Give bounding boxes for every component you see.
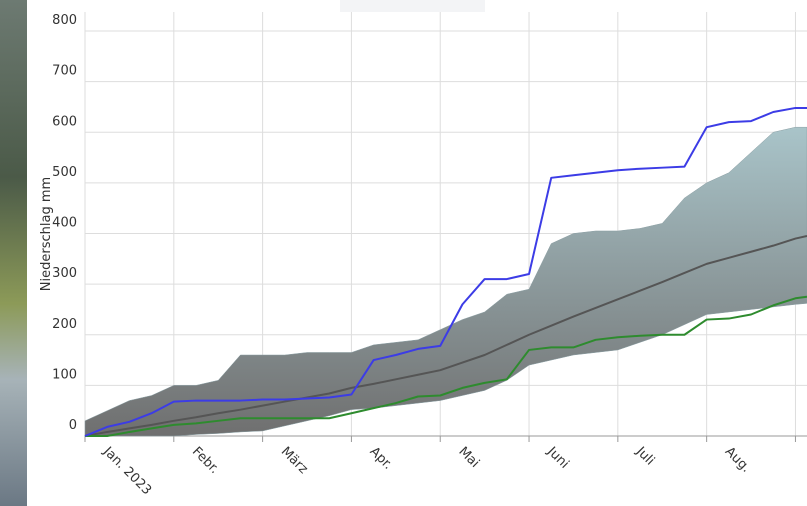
range-band <box>84 126 807 437</box>
y-tick-label: 800 <box>52 13 77 28</box>
y-tick-label: 0 <box>69 418 77 433</box>
y-tick-label: 100 <box>52 367 77 382</box>
x-tick-label: Febr. <box>189 444 222 477</box>
y-tick-label: 700 <box>52 64 77 79</box>
y-tick-label: 200 <box>52 317 77 332</box>
series-line <box>84 106 807 437</box>
y-tick-label: 300 <box>52 266 77 281</box>
x-tick-label: Apr. <box>367 444 396 473</box>
y-tick-label: 600 <box>52 114 77 129</box>
top-tab <box>340 0 485 12</box>
x-tick-label: Mai <box>455 444 482 471</box>
background-photo <box>0 0 27 506</box>
y-tick-label: 400 <box>52 216 77 231</box>
plot <box>84 106 807 437</box>
y-tick-label: 500 <box>52 165 77 180</box>
series-line <box>85 295 807 437</box>
series-line <box>84 235 807 437</box>
y-axis-label: Niederschlag mm <box>39 177 54 291</box>
x-tick-label: Aug. <box>722 444 753 475</box>
x-tick-label: März <box>278 444 311 477</box>
x-tick-label: Juni <box>543 444 571 472</box>
x-tick-label: Juli <box>632 444 657 469</box>
x-tick-label: Jan. 2023 <box>99 444 154 499</box>
